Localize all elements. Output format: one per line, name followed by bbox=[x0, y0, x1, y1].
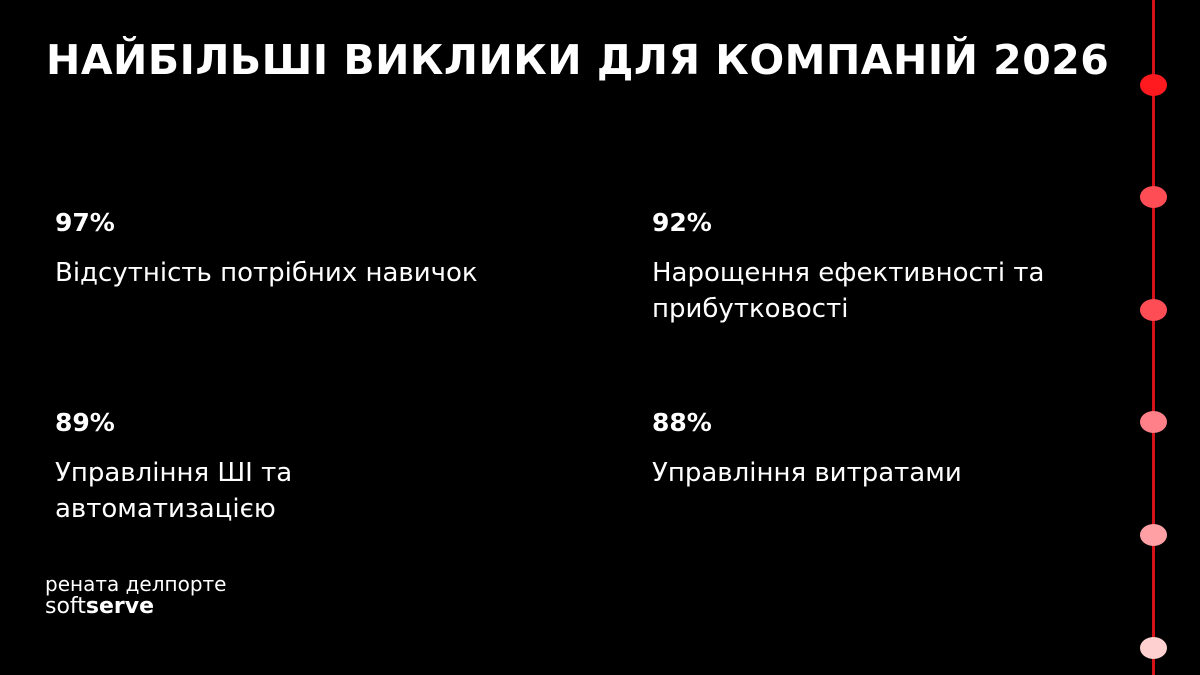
stat-percent: 92% bbox=[652, 208, 712, 237]
timeline-dot bbox=[1140, 524, 1167, 546]
timeline-dot bbox=[1140, 411, 1167, 433]
stat-percent: 89% bbox=[55, 408, 115, 437]
author-name: рената делпорте bbox=[45, 572, 227, 596]
stat-label: Управління ШІ та автоматизацією bbox=[55, 458, 293, 524]
logo-light: soft bbox=[45, 594, 86, 619]
timeline-line bbox=[1152, 0, 1155, 675]
softserve-logo: softserve bbox=[45, 594, 226, 619]
stat-percent: 88% bbox=[652, 408, 712, 437]
footer-brand: рената делпорте softserve bbox=[45, 572, 226, 619]
timeline-dot bbox=[1140, 74, 1167, 96]
stat-percent: 97% bbox=[55, 208, 115, 237]
stat-label: Відсутність потрібних навичок bbox=[55, 258, 478, 288]
stat-label: Нарощення ефективності та прибутковості bbox=[652, 258, 1045, 324]
timeline-dot bbox=[1140, 637, 1167, 659]
logo-bold: serve bbox=[85, 594, 155, 619]
page-title: НАЙБІЛЬШІ ВИКЛИКИ ДЛЯ КОМПАНІЙ 2026 bbox=[46, 36, 1110, 84]
stat-efficiency: 92% Нарощення ефективності та прибутково… bbox=[652, 208, 1082, 327]
stat-label: Управління витратами bbox=[652, 458, 962, 488]
stat-ai: 89% Управління ШІ та автоматизацією bbox=[55, 408, 355, 527]
timeline-dot bbox=[1140, 299, 1167, 321]
stat-skills: 97% Відсутність потрібних навичок bbox=[55, 208, 515, 291]
timeline-dot bbox=[1140, 186, 1167, 208]
stat-costs: 88% Управління витратами bbox=[652, 408, 1112, 491]
